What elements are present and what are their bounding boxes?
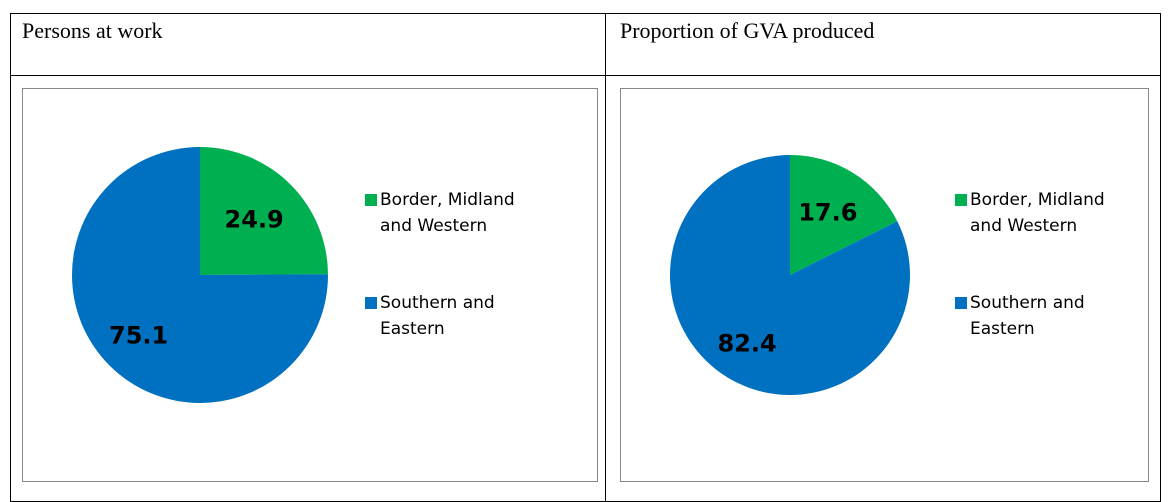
chart-title: Persons at work — [22, 18, 163, 43]
legend-swatch — [365, 297, 377, 309]
data-label: 75.1 — [109, 322, 168, 350]
data-label: 17.6 — [798, 199, 857, 227]
pie-slice — [200, 147, 328, 275]
legend-label: Border, Midland and Western — [970, 190, 1105, 236]
legend-label: Border, Midland and Western — [380, 190, 515, 236]
legend-label: Southern and Eastern — [380, 293, 495, 339]
pie-slice — [790, 155, 898, 275]
legend-swatch — [955, 297, 967, 309]
chart-frame — [620, 88, 1149, 482]
pie-slice — [670, 155, 911, 395]
pie-slice — [71, 147, 328, 403]
data-label: 24.9 — [225, 206, 284, 234]
data-label: 82.4 — [718, 329, 777, 357]
chart-frame — [22, 88, 598, 482]
legend-label: Southern and Eastern — [970, 293, 1085, 339]
chart-title: Proportion of GVA produced — [620, 18, 875, 43]
legend-swatch — [955, 194, 967, 206]
legend-swatch — [365, 194, 377, 206]
